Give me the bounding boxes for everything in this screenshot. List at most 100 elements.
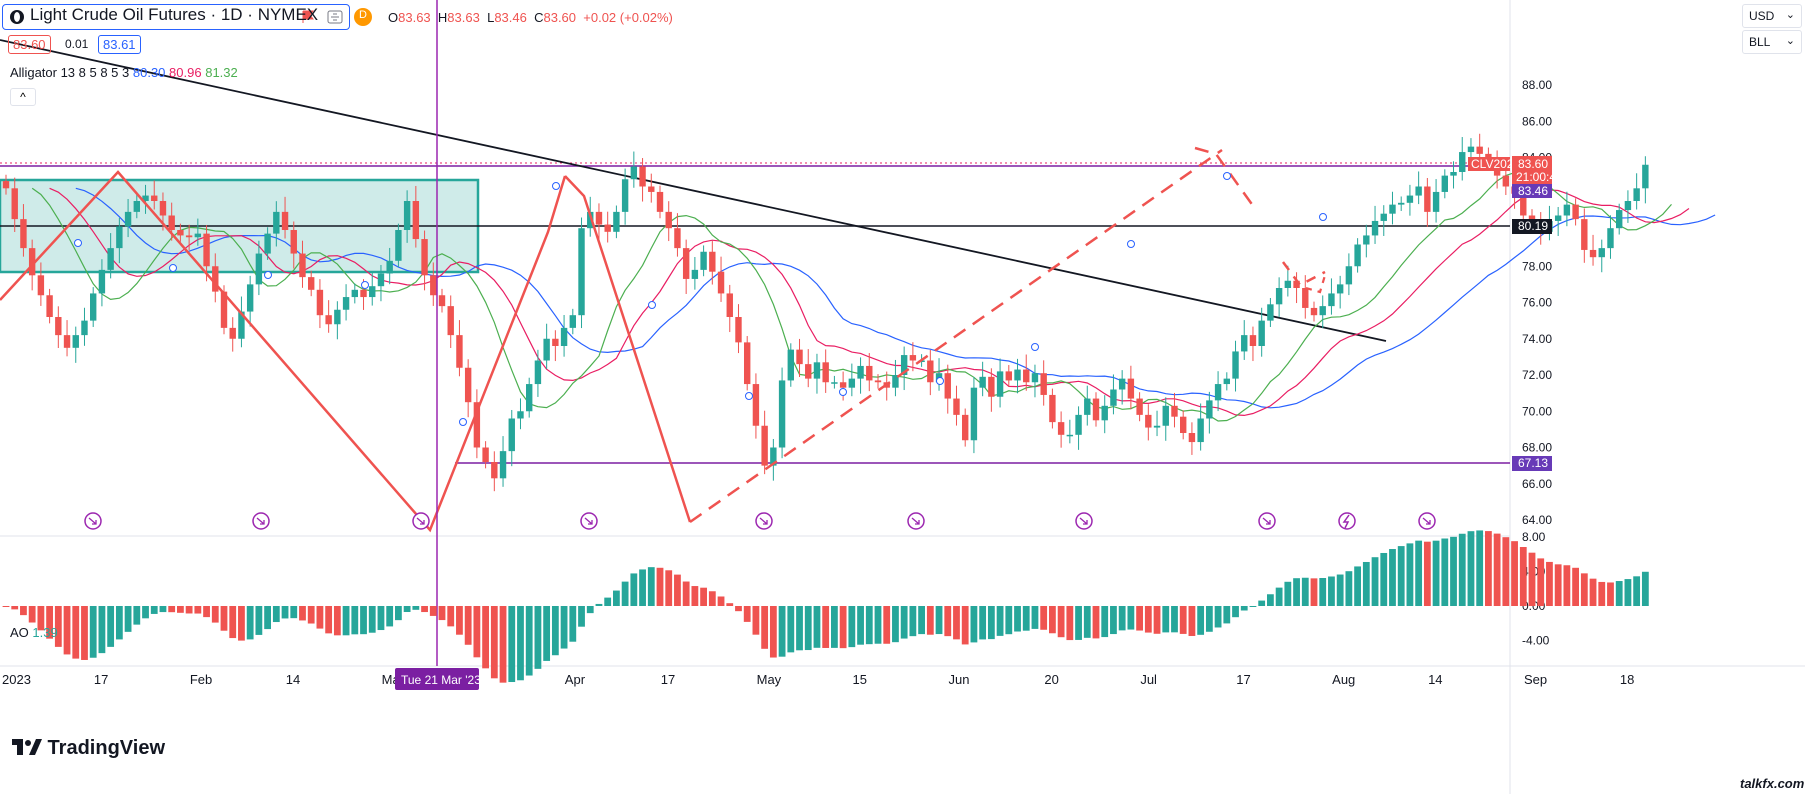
price-tick-label: 68.00	[1522, 441, 1552, 455]
symbol-search-box[interactable]	[2, 4, 350, 30]
flag-icon[interactable]	[301, 10, 315, 29]
candle-body	[621, 179, 629, 212]
ao-bar	[115, 606, 123, 640]
ao-bar	[386, 606, 394, 627]
lightning-icon[interactable]	[1338, 512, 1356, 530]
candle-body	[1328, 293, 1335, 307]
ao-value: 1.39	[32, 625, 58, 640]
candle-body	[482, 447, 489, 462]
candle-body	[281, 211, 289, 230]
ao-bar	[1110, 606, 1117, 635]
candle-body	[526, 384, 533, 412]
ao-bar	[1249, 606, 1257, 607]
ao-bar	[674, 574, 681, 606]
alligator-legend[interactable]: Alligator 13 8 5 8 5 3 80.30 80.96 81.32	[10, 65, 238, 80]
unit-select[interactable]: BLL ⌄	[1742, 30, 1802, 54]
event-arrow-icon[interactable]	[84, 512, 102, 530]
ao-bar	[944, 606, 952, 637]
candle-body	[831, 382, 838, 384]
ao-bar	[525, 606, 533, 676]
candle-body	[325, 315, 332, 325]
time-tick-label: 14	[1428, 672, 1442, 687]
candle-body	[2, 181, 10, 189]
ao-bar	[246, 606, 254, 640]
candle-body	[796, 349, 803, 365]
event-arrow-icon[interactable]	[1258, 512, 1276, 530]
ao-bar	[813, 606, 821, 648]
ao-bar	[613, 590, 620, 606]
price-tick-label: 88.00	[1522, 78, 1552, 92]
ask-price-button[interactable]: 83.61	[98, 35, 141, 54]
spread-value: 0.01	[65, 37, 89, 51]
bid-price-button[interactable]: 83.60	[8, 35, 51, 54]
event-arrow-icon[interactable]	[1075, 512, 1093, 530]
candle-body	[569, 315, 576, 328]
candle-body	[1092, 398, 1100, 421]
low-tag: 83.46	[1518, 184, 1548, 198]
ao-bar	[1441, 538, 1449, 606]
candle-body	[133, 201, 140, 212]
alligator-lips-value: 81.32	[205, 65, 238, 80]
ao-bar	[892, 606, 899, 643]
candle-body	[717, 271, 725, 294]
candle-body	[1415, 186, 1422, 196]
candle-body	[1406, 195, 1414, 203]
candle-body	[1005, 371, 1012, 381]
event-arrow-icon[interactable]	[580, 512, 598, 530]
candle-body	[630, 166, 638, 180]
event-arrow-icon[interactable]	[1418, 512, 1436, 530]
candle-body	[1127, 378, 1135, 399]
ao-bar	[700, 587, 707, 606]
candle-body	[1336, 284, 1344, 294]
ao-bar	[857, 606, 864, 645]
candle-body	[246, 284, 254, 312]
event-arrow-icon[interactable]	[252, 512, 270, 530]
candle-body	[1258, 320, 1265, 346]
ao-bar	[1031, 606, 1039, 629]
ao-bar	[1450, 536, 1457, 606]
symbol-logo-icon	[9, 9, 25, 30]
event-arrow-icon[interactable]	[412, 512, 430, 530]
ao-bar	[874, 606, 882, 644]
ao-bar	[656, 567, 664, 606]
ao-bar	[1014, 606, 1021, 632]
candle-body	[1598, 248, 1605, 258]
candle-body	[1450, 172, 1457, 176]
event-arrow-icon[interactable]	[907, 512, 925, 530]
time-tick-label: 17	[94, 672, 108, 687]
event-arrow-icon[interactable]	[755, 512, 773, 530]
candle-body	[543, 338, 550, 361]
currency-select[interactable]: USD ⌄	[1742, 4, 1802, 28]
candle-body	[464, 367, 472, 403]
candle-body	[839, 382, 847, 388]
ao-bar	[1179, 606, 1187, 634]
session-badge[interactable]: D	[354, 8, 372, 26]
candle-body	[360, 289, 367, 298]
price-tick-label: 64.00	[1522, 513, 1552, 527]
ao-bar	[1537, 558, 1545, 606]
candle-body	[1520, 193, 1527, 216]
candle-body	[1136, 398, 1143, 415]
ao-bar	[909, 606, 917, 637]
ao-bar	[429, 606, 437, 616]
ao-legend[interactable]: AO 1.39	[10, 625, 58, 640]
ao-bar	[1641, 571, 1649, 606]
ao-bar	[1615, 581, 1623, 606]
open-value: 83.63	[398, 10, 431, 25]
collapse-legend-button[interactable]: ^	[10, 88, 36, 106]
ao-bar	[464, 606, 472, 645]
candle-body	[1424, 186, 1431, 212]
ao-bar	[604, 597, 612, 606]
ao-bar	[54, 606, 62, 647]
candle-body	[412, 201, 420, 240]
ao-bar	[1127, 606, 1135, 630]
price-tick-label: 74.00	[1522, 332, 1552, 346]
pivot-marker	[839, 388, 847, 396]
candle-body	[72, 335, 79, 348]
settings-icon[interactable]	[327, 10, 343, 29]
candle-body	[55, 317, 62, 336]
ao-bar	[630, 573, 638, 606]
alligator-teeth-value: 80.96	[169, 65, 202, 80]
